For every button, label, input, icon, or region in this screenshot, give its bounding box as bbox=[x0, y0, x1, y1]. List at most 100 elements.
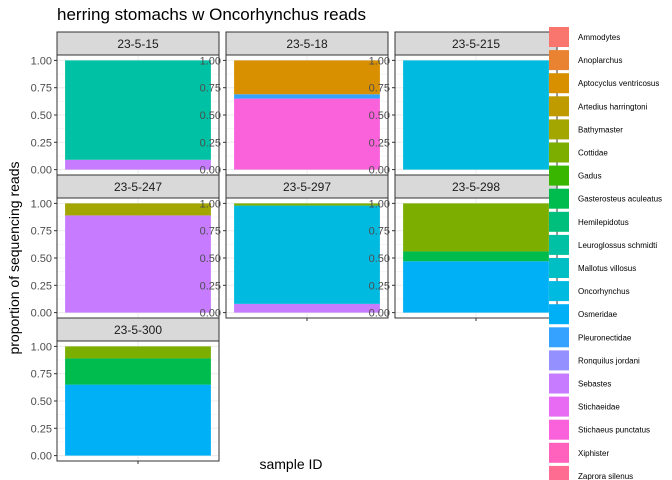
y-tick-label: 0.00 bbox=[200, 165, 221, 177]
legend-label: Gadus bbox=[578, 172, 602, 181]
y-tick-label: 0.75 bbox=[369, 226, 390, 238]
legend-item-ammodytes: Ammodytes bbox=[549, 27, 620, 47]
bar-segment-sebastes bbox=[65, 159, 211, 170]
y-tick-label: 0.50 bbox=[31, 396, 52, 408]
y-tick-label: 0.25 bbox=[369, 137, 390, 149]
legend-key bbox=[549, 350, 569, 371]
facet-panels: 23-5-15 0.00 0.25 0.50 0.75 1.00 23-5-18 0.00 0.… bbox=[31, 31, 558, 464]
facet-strip-label: 23-5-247 bbox=[114, 180, 162, 194]
y-tick-label: 0.50 bbox=[200, 110, 221, 122]
legend-key bbox=[549, 465, 569, 480]
facet-panel-23-5-15: 23-5-15 0.00 0.25 0.50 0.75 1.00 bbox=[31, 31, 220, 178]
y-tick-label: 0.25 bbox=[31, 137, 52, 149]
y-tick-label: 0.50 bbox=[369, 110, 390, 122]
legend-item-gadus: Gadus bbox=[549, 165, 602, 186]
legend-item-ronquilus-jordani: Ronquilus jordani bbox=[549, 350, 640, 371]
bar-segment-bathymaster bbox=[65, 203, 211, 216]
legend-key bbox=[549, 281, 569, 302]
bar-segment-aptocyclus-ventricosus bbox=[234, 60, 380, 95]
bar-segment-gasterosteus-aculeatus bbox=[65, 358, 211, 385]
legend-key bbox=[549, 234, 569, 255]
y-tick-label: 1.00 bbox=[31, 198, 52, 210]
x-axis-label: sample ID bbox=[259, 456, 322, 472]
bar-segment-stichaeus-punctatus bbox=[234, 98, 380, 170]
y-tick-label: 0.50 bbox=[31, 110, 52, 122]
y-tick-label: 0.25 bbox=[200, 137, 221, 149]
legend-item-stichaeidae: Stichaeidae bbox=[549, 396, 620, 417]
legend-key bbox=[549, 50, 569, 71]
bar-segment-cottidae bbox=[403, 203, 549, 252]
legend-label: Mallotus villosus bbox=[578, 264, 636, 273]
bar-segment-osmeridae bbox=[403, 261, 549, 313]
legend-label: Bathymaster bbox=[578, 125, 623, 134]
facet-panel-23-5-247: 23-5-247 0.00 0.25 0.50 0.75 1.00 bbox=[31, 174, 220, 321]
y-tick-label: 0.50 bbox=[200, 253, 221, 265]
legend-label: Pleuronectidae bbox=[578, 333, 632, 342]
bar-segment-cottidae bbox=[234, 203, 380, 206]
y-tick-label: 0.00 bbox=[31, 165, 52, 177]
legend-item-bathymaster: Bathymaster bbox=[549, 119, 623, 140]
legend-label: Oncorhynchus bbox=[578, 287, 630, 296]
legend-label: Stichaeidae bbox=[578, 403, 620, 412]
facet-panel-23-5-18: 23-5-18 0.00 0.25 0.50 0.75 1.00 bbox=[200, 31, 389, 178]
bar-segment-oncorhynchus bbox=[234, 205, 380, 304]
legend-key bbox=[549, 304, 569, 325]
legend-item-anoplarchus: Anoplarchus bbox=[549, 50, 622, 71]
facet-strip-label: 23-5-300 bbox=[114, 323, 162, 337]
legend-item-pleuronectidae: Pleuronectidae bbox=[549, 327, 632, 348]
legend-item-aptocyclus-ventricosus: Aptocyclus ventricosus bbox=[549, 73, 659, 94]
y-tick-label: 0.75 bbox=[31, 369, 52, 381]
facet-panel-23-5-298: 23-5-298 0.00 0.25 0.50 0.75 1.00 bbox=[369, 174, 558, 321]
legend-key bbox=[549, 442, 569, 463]
bar-segment-sebastes bbox=[234, 303, 380, 313]
y-tick-label: 0.50 bbox=[31, 253, 52, 265]
y-tick-label: 0.00 bbox=[31, 308, 52, 320]
y-tick-label: 0.00 bbox=[200, 308, 221, 320]
y-tick-label: 0.25 bbox=[200, 280, 221, 292]
y-tick-label: 1.00 bbox=[31, 55, 52, 67]
legend-label: Osmeridae bbox=[578, 310, 618, 319]
legend-item-cottidae: Cottidae bbox=[549, 142, 608, 163]
y-axis-label: proportion of sequencing reads bbox=[6, 161, 22, 354]
legend-label: Leuroglossus schmidti bbox=[578, 241, 657, 250]
legend-label: Aptocyclus ventricosus bbox=[578, 79, 659, 88]
y-tick-label: 0.25 bbox=[31, 423, 52, 435]
legend-item-artedius-harringtoni: Artedius harringtoni bbox=[549, 96, 648, 117]
chart-title: herring stomachs w Oncorhynchus reads bbox=[57, 5, 366, 24]
y-tick-label: 0.00 bbox=[369, 308, 390, 320]
facet-panel-23-5-297: 23-5-297 0.00 0.25 0.50 0.75 1.00 bbox=[200, 174, 389, 321]
y-tick-label: 1.00 bbox=[200, 55, 221, 67]
legend-key bbox=[549, 396, 569, 417]
legend-item-sebastes: Sebastes bbox=[549, 373, 611, 394]
y-tick-label: 1.00 bbox=[369, 55, 390, 67]
legend-label: Cottidae bbox=[578, 149, 608, 158]
legend-label: Anoplarchus bbox=[578, 56, 622, 65]
bar-segment-leuroglossus-schmidti bbox=[65, 60, 211, 160]
bar-segment-cottidae bbox=[65, 346, 211, 359]
legend-key bbox=[549, 142, 569, 163]
bar-segment-osmeridae bbox=[65, 384, 211, 456]
legend-key bbox=[549, 373, 569, 394]
legend-label: Artedius harringtoni bbox=[578, 102, 648, 111]
legend-key bbox=[549, 96, 569, 117]
y-tick-label: 0.00 bbox=[31, 451, 52, 463]
legend-key bbox=[549, 27, 569, 47]
legend-key bbox=[549, 258, 569, 278]
facet-panel-23-5-215: 23-5-215 0.00 0.25 0.50 0.75 1.00 bbox=[369, 31, 558, 178]
facet-strip-label: 23-5-15 bbox=[117, 37, 159, 51]
y-tick-label: 0.75 bbox=[200, 226, 221, 238]
legend-item-zaprora-silenus: Zaprora silenus bbox=[549, 465, 633, 480]
legend-label: Stichaeus punctatus bbox=[578, 426, 650, 435]
legend-item-hemilepidotus: Hemilepidotus bbox=[549, 211, 629, 232]
y-tick-label: 0.00 bbox=[369, 165, 390, 177]
y-tick-label: 0.75 bbox=[31, 226, 52, 238]
legend-key bbox=[549, 119, 569, 140]
facet-panel-23-5-300: 23-5-300 0.00 0.25 0.50 0.75 1.00 bbox=[31, 317, 220, 464]
legend-item-gasterosteus-aculeatus: Gasterosteus aculeatus bbox=[549, 188, 662, 209]
facet-strip-label: 23-5-215 bbox=[452, 37, 500, 51]
bar-segment-gasterosteus-aculeatus bbox=[403, 251, 549, 262]
legend-label: Zaprora silenus bbox=[578, 472, 633, 480]
legend-label: Ronquilus jordani bbox=[578, 356, 640, 365]
y-tick-label: 0.50 bbox=[369, 253, 390, 265]
legend-item-oncorhynchus: Oncorhynchus bbox=[549, 281, 630, 302]
